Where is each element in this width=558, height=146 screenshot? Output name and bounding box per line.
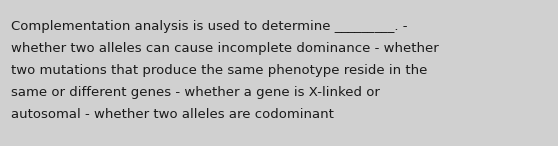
Text: Complementation analysis is used to determine _________. -: Complementation analysis is used to dete… xyxy=(11,20,408,33)
Text: autosomal - whether two alleles are codominant: autosomal - whether two alleles are codo… xyxy=(11,108,334,121)
Text: same or different genes - whether a gene is X-linked or: same or different genes - whether a gene… xyxy=(11,86,380,99)
Text: whether two alleles can cause incomplete dominance - whether: whether two alleles can cause incomplete… xyxy=(11,42,439,55)
Text: two mutations that produce the same phenotype reside in the: two mutations that produce the same phen… xyxy=(11,64,427,77)
